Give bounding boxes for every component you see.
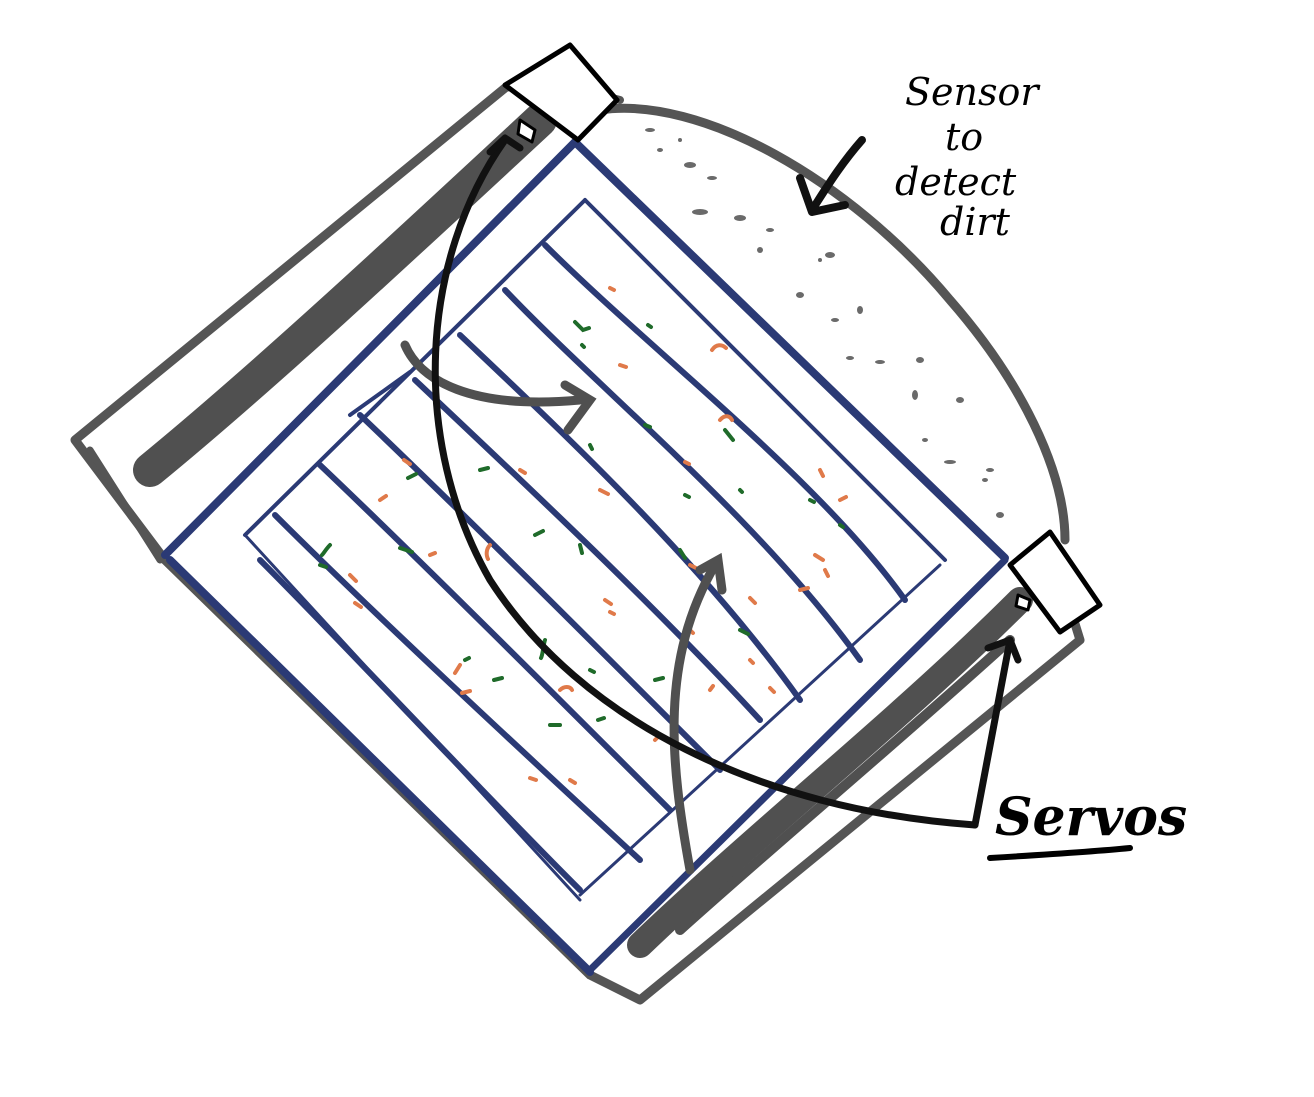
svg-text:detect: detect [895,160,1017,204]
rotation-arrow-icon [400,340,727,875]
dirt-marks [318,286,848,785]
svg-text:Servos: Servos [995,787,1187,848]
pointer-arrow-icon [796,136,866,216]
solar-panel [161,138,1009,976]
wiper-arc [431,134,1022,829]
servo-box-icon [502,42,620,144]
svg-text:to: to [945,115,983,159]
svg-text:Sensor: Sensor [905,70,1041,114]
frame-rails [133,103,1033,958]
dust-area [645,128,1004,518]
servos-label: Servos [987,787,1187,861]
sensor-label: Sensor to detect dirt [895,70,1041,244]
svg-text:dirt: dirt [940,200,1011,244]
servo-box-icon [1007,529,1103,635]
